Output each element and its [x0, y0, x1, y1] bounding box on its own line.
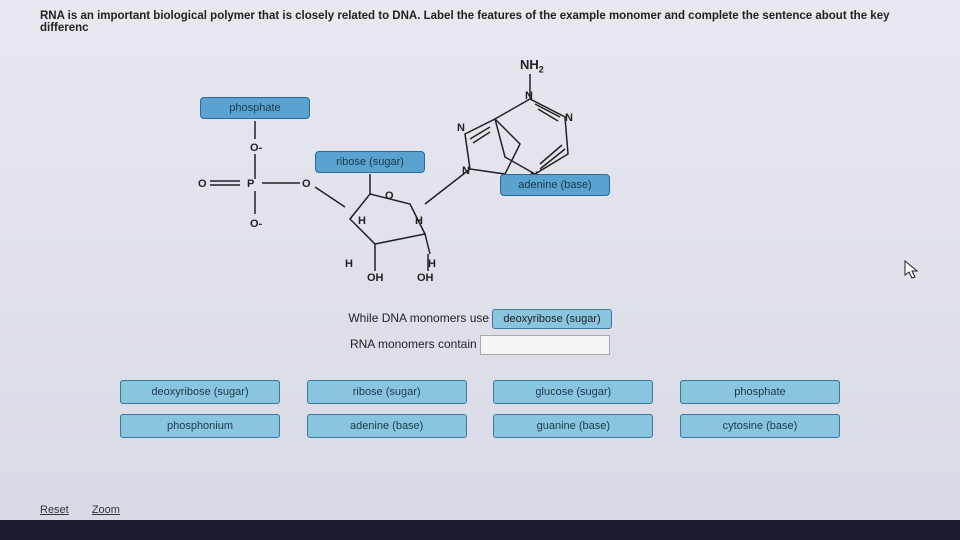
- options-row-2: phosphonium adenine (base) guanine (base…: [120, 414, 840, 438]
- svg-text:H: H: [345, 258, 353, 270]
- options-row-1: deoxyribose (sugar) ribose (sugar) gluco…: [120, 380, 840, 404]
- chemistry-structure: O- O P O O- O H H H: [170, 49, 790, 299]
- molecule-diagram: NH2 O- O P O O- O: [170, 49, 790, 299]
- option-cytosine[interactable]: cytosine (base): [680, 414, 840, 438]
- svg-text:O-: O-: [250, 218, 263, 230]
- bottom-controls: Reset Zoom: [40, 504, 140, 516]
- option-guanine[interactable]: guanine (base): [493, 414, 653, 438]
- reset-button[interactable]: Reset: [40, 504, 69, 516]
- option-ribose[interactable]: ribose (sugar): [307, 380, 467, 404]
- label-ribose[interactable]: ribose (sugar): [315, 151, 425, 173]
- blank-2-empty[interactable]: [480, 335, 610, 355]
- svg-text:OH: OH: [367, 272, 384, 284]
- svg-text:H: H: [415, 215, 423, 227]
- option-glucose[interactable]: glucose (sugar): [493, 380, 653, 404]
- exercise-screen: RNA is an important biological polymer t…: [0, 0, 960, 520]
- svg-text:N: N: [457, 122, 465, 134]
- svg-text:P: P: [247, 178, 254, 190]
- option-deoxyribose[interactable]: deoxyribose (sugar): [120, 380, 280, 404]
- blank-1-filled[interactable]: deoxyribose (sugar): [492, 309, 611, 329]
- sentence-pre-2: RNA monomers contain: [350, 337, 477, 351]
- svg-text:OH: OH: [417, 272, 434, 284]
- svg-text:N: N: [462, 165, 470, 177]
- label-adenine[interactable]: adenine (base): [500, 174, 610, 196]
- question-text: RNA is an important biological polymer t…: [40, 10, 920, 34]
- zoom-button[interactable]: Zoom: [92, 504, 120, 516]
- svg-text:N: N: [565, 112, 573, 124]
- option-phosphate[interactable]: phosphate: [680, 380, 840, 404]
- svg-text:H: H: [358, 215, 366, 227]
- svg-text:O: O: [198, 178, 207, 190]
- svg-text:O-: O-: [250, 142, 263, 154]
- sentence-line-2: RNA monomers contain: [40, 335, 920, 355]
- svg-text:O: O: [385, 190, 394, 202]
- svg-text:H: H: [428, 258, 436, 270]
- option-phosphonium[interactable]: phosphonium: [120, 414, 280, 438]
- sentence-pre-1: While DNA monomers use: [348, 311, 489, 325]
- option-adenine[interactable]: adenine (base): [307, 414, 467, 438]
- label-phosphate[interactable]: phosphate: [200, 97, 310, 119]
- svg-text:O: O: [302, 178, 311, 190]
- cursor-icon: [904, 260, 920, 285]
- answer-options: deoxyribose (sugar) ribose (sugar) gluco…: [120, 380, 840, 438]
- sentence-line-1: While DNA monomers use deoxyribose (suga…: [40, 309, 920, 329]
- svg-text:N: N: [525, 90, 533, 102]
- sentence-completion: While DNA monomers use deoxyribose (suga…: [40, 309, 920, 355]
